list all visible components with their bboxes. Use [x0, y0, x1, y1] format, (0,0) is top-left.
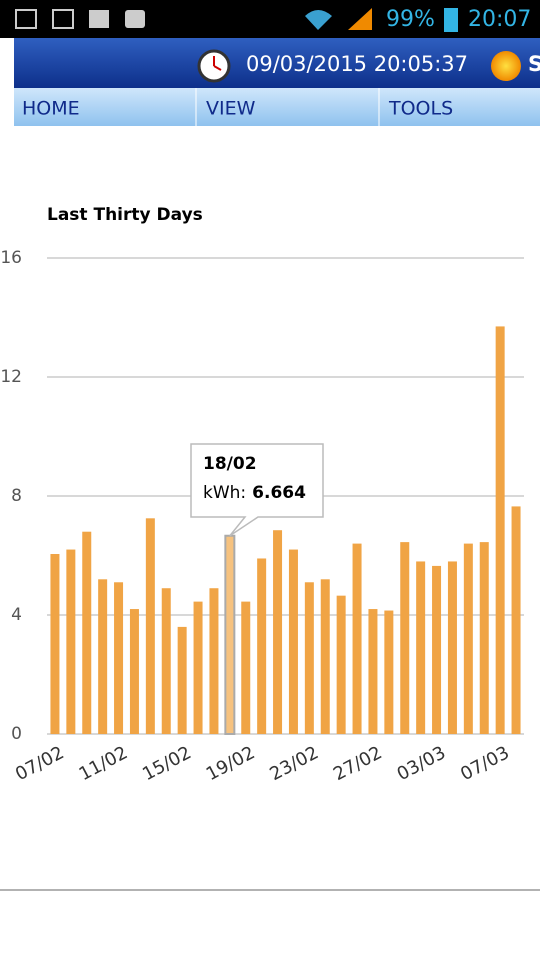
bar — [336, 595, 346, 734]
nav-home[interactable]: HOME — [22, 98, 80, 120]
tooltip-box — [190, 443, 324, 537]
x-tick-label: 23/02 — [266, 742, 322, 785]
clock-hands — [213, 56, 222, 71]
bar — [193, 601, 203, 734]
signal-icon — [348, 8, 372, 30]
y-tick-label: 4 — [11, 605, 22, 625]
status-bar — [0, 0, 540, 38]
bar — [161, 588, 171, 734]
y-tick-label: 12 — [0, 367, 22, 387]
sun-icon — [491, 51, 521, 81]
bar — [98, 579, 108, 734]
y-tick-label: 16 — [0, 248, 22, 268]
bar — [129, 609, 139, 734]
bar — [224, 534, 236, 735]
bar — [114, 582, 124, 734]
tooltip: 18/02 kWh: 6.664 — [190, 443, 324, 537]
x-tick-label: 07/03 — [457, 742, 513, 785]
bar — [352, 543, 362, 734]
bar — [241, 601, 251, 734]
x-tick-label: 07/02 — [12, 742, 68, 785]
bar — [400, 542, 410, 734]
bar — [384, 610, 394, 734]
bar — [209, 588, 219, 734]
bar — [257, 558, 267, 734]
tooltip-title: 18/02 — [203, 454, 257, 474]
x-tick-label: 19/02 — [203, 742, 259, 785]
bar — [304, 582, 314, 734]
x-tick-label: 15/02 — [139, 742, 195, 785]
bar — [82, 531, 92, 734]
chart-title: Last Thirty Days — [47, 205, 203, 225]
bar — [288, 549, 298, 734]
header-datetime: 09/03/2015 20:05:37 — [246, 52, 468, 76]
nav-bar — [14, 88, 540, 126]
notification-icon — [15, 9, 37, 29]
x-tick-label: 11/02 — [76, 742, 132, 785]
battery-text: 99% — [386, 7, 435, 32]
x-tick-label: 03/03 — [394, 742, 450, 785]
bar — [145, 518, 155, 734]
bar — [479, 542, 489, 734]
nav-tools[interactable]: TOOLS — [388, 98, 453, 120]
y-tick-label: 0 — [11, 724, 22, 744]
bar — [368, 609, 378, 734]
bar — [432, 565, 442, 734]
tooltip-label: kWh: — [203, 483, 246, 503]
tooltip-line: kWh: 6.664 — [203, 483, 306, 503]
bar — [416, 561, 426, 734]
app-header — [14, 38, 540, 88]
bar — [447, 561, 457, 734]
clock-text: 20:07 — [468, 7, 531, 32]
y-tick-label: 8 — [11, 486, 22, 506]
tooltip-value: 6.664 — [252, 483, 306, 503]
mail-icon — [89, 10, 109, 28]
bar — [50, 554, 60, 734]
header-cut-text: S — [528, 52, 540, 76]
bar — [495, 326, 505, 734]
bar — [273, 530, 283, 734]
bar — [66, 549, 76, 734]
bar — [177, 626, 187, 734]
nav-view[interactable]: VIEW — [206, 98, 256, 120]
chat-icon — [125, 10, 145, 28]
x-tick-label: 27/02 — [330, 742, 386, 785]
bar — [463, 543, 473, 734]
bar — [511, 506, 521, 734]
wifi-icon — [305, 10, 332, 30]
image-icon — [52, 9, 74, 29]
battery-icon — [444, 8, 458, 32]
bar — [320, 579, 330, 734]
